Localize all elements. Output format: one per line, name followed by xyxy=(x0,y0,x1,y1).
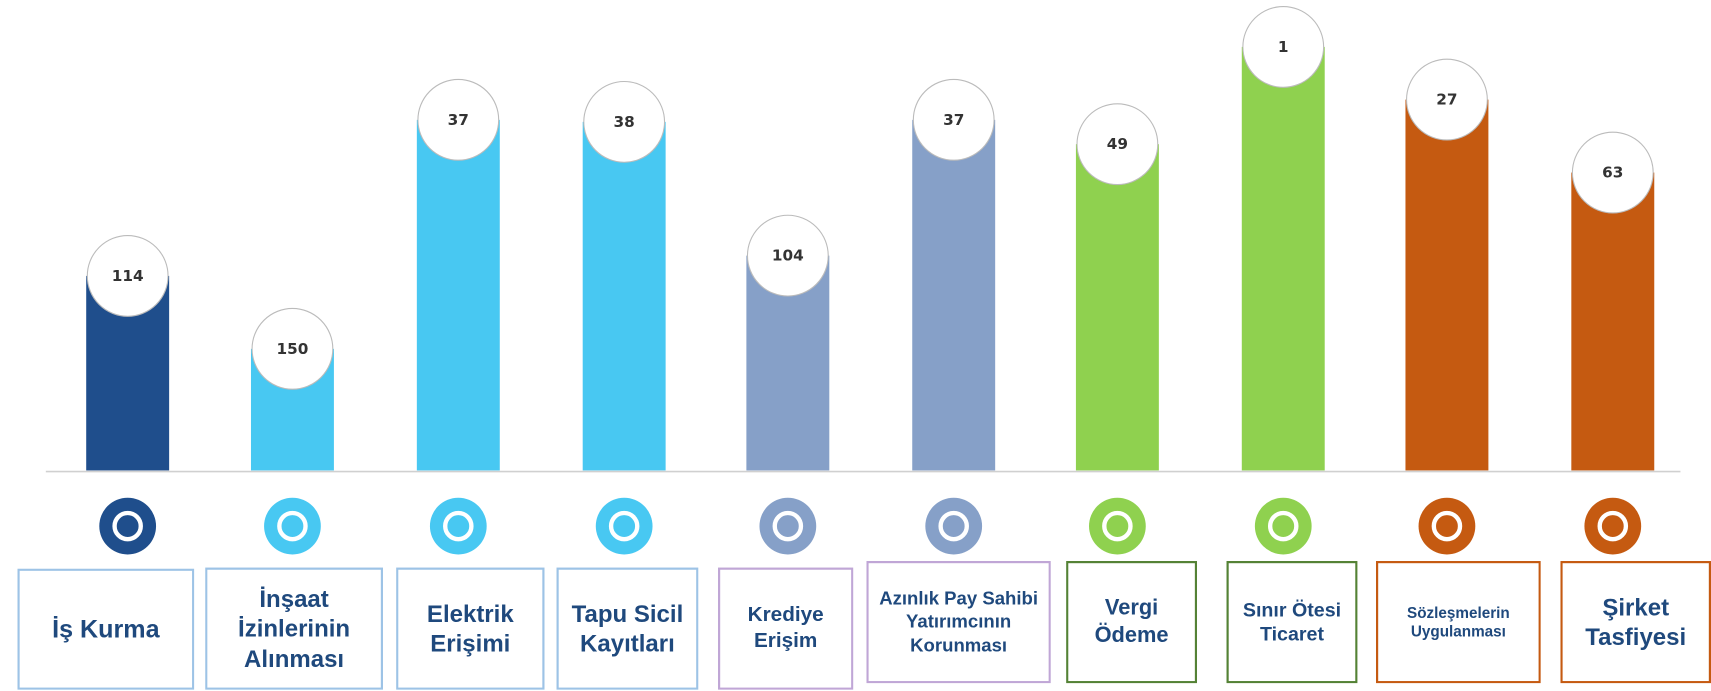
value-badge xyxy=(251,307,334,390)
bar xyxy=(1405,99,1489,471)
icon-glyph xyxy=(1431,510,1463,542)
value-label: 37 xyxy=(943,111,964,129)
category-label: Krediye Erişim xyxy=(718,567,854,690)
category-label: Sınır Ötesi Ticaret xyxy=(1226,561,1358,684)
category-icon xyxy=(1254,497,1312,555)
category-box: Azınlık Pay Sahibi Yatırımcının Korunmas… xyxy=(866,561,1051,684)
category-icon xyxy=(595,497,653,555)
icon-glyph xyxy=(277,510,308,542)
icon-glyph xyxy=(772,510,804,542)
category-icon xyxy=(925,497,983,555)
value-label: 150 xyxy=(277,340,309,358)
value-label: 114 xyxy=(112,267,144,285)
value-label: 49 xyxy=(1107,135,1128,153)
category-label: Azınlık Pay Sahibi Yatırımcının Korunmas… xyxy=(866,561,1051,684)
icon-glyph xyxy=(938,510,969,542)
bar xyxy=(912,119,996,471)
value-badge xyxy=(1242,5,1325,88)
bar xyxy=(1241,46,1325,471)
category-box: Tapu Sicil Kayıtları xyxy=(556,567,699,690)
category-icon xyxy=(1584,497,1642,555)
category-icon xyxy=(1418,497,1476,555)
bar xyxy=(1075,144,1159,471)
value-label: 63 xyxy=(1602,164,1623,182)
category-icon xyxy=(1089,497,1146,555)
value-badge xyxy=(417,78,500,161)
value-badge xyxy=(86,234,169,317)
category-box: Şirket Tasfiyesi xyxy=(1560,561,1711,684)
category-box: Krediye Erişim xyxy=(718,567,854,690)
icon-glyph xyxy=(1597,510,1629,542)
category-icon xyxy=(429,497,487,555)
value-label: 27 xyxy=(1436,91,1457,109)
category-label: İş Kurma xyxy=(17,568,195,690)
category-label: İnşaat İzinlerinin Alınması xyxy=(205,567,384,690)
bar xyxy=(416,119,500,471)
bar xyxy=(1571,172,1655,471)
value-label: 1 xyxy=(1278,38,1289,56)
icon-glyph xyxy=(608,510,640,542)
category-icon xyxy=(759,497,817,555)
category-icon xyxy=(264,497,321,555)
value-badge xyxy=(583,80,666,163)
icon-glyph xyxy=(112,510,143,542)
value-badge xyxy=(1406,58,1488,141)
value-badge xyxy=(746,214,829,297)
category-box: İş Kurma xyxy=(17,568,195,690)
category-box: İnşaat İzinlerinin Alınması xyxy=(205,567,384,690)
category-label: Sözleşmelerin Uygulanması xyxy=(1376,561,1541,684)
icon-glyph xyxy=(443,510,474,542)
category-box: Vergi Ödeme xyxy=(1066,561,1198,684)
category-box: Elektrik Erişimi xyxy=(396,567,545,690)
bar xyxy=(582,121,666,471)
value-label: 104 xyxy=(772,247,804,265)
icon-glyph xyxy=(1102,510,1133,542)
category-icon xyxy=(99,497,157,555)
value-badge xyxy=(912,78,995,161)
category-label: Şirket Tasfiyesi xyxy=(1560,561,1711,684)
value-label: 37 xyxy=(448,111,469,129)
category-label: Vergi Ödeme xyxy=(1066,561,1198,684)
value-badge xyxy=(1076,103,1159,186)
category-box: Sınır Ötesi Ticaret xyxy=(1226,561,1358,684)
value-badge xyxy=(1571,131,1654,214)
category-label: Elektrik Erişimi xyxy=(396,567,545,690)
category-label: Tapu Sicil Kayıtları xyxy=(556,567,699,690)
value-label: 38 xyxy=(614,113,635,131)
icon-glyph xyxy=(1267,510,1299,542)
category-box: Sözleşmelerin Uygulanması xyxy=(1376,561,1541,684)
